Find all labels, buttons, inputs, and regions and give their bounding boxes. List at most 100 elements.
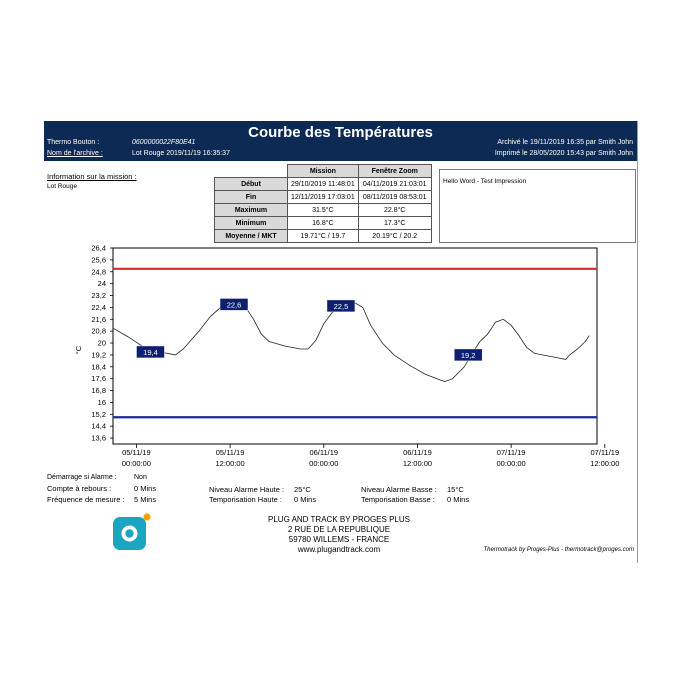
- table-row: Fin 12/11/2019 17:03:01 08/11/2019 08:53…: [214, 190, 432, 204]
- archive-label: Nom de l'archive :: [47, 150, 103, 157]
- company-name: PLUG AND TRACK BY PROGES PLUS: [268, 515, 410, 524]
- x-tick-date: 07/11/19: [590, 448, 619, 457]
- company-website[interactable]: www.plugandtrack.com: [297, 545, 381, 554]
- plot-frame: [112, 247, 598, 445]
- low-level-label: Niveau Alarme Basse :: [361, 485, 437, 494]
- y-tick-label: 22,4: [91, 303, 106, 312]
- zoom-cell: 08/11/2019 08:53:01: [357, 190, 432, 204]
- row-label: Maximum: [214, 203, 288, 217]
- countdown-value: 0 Mins: [134, 484, 157, 493]
- company-info: PLUG AND TRACK BY PROGES PLUS 2 RUE DE L…: [224, 515, 454, 555]
- data-label-box: [453, 348, 483, 362]
- zoom-cell: 22.8°C: [357, 203, 432, 217]
- row-label: Minimum: [214, 216, 288, 230]
- data-label: 19,2: [461, 351, 476, 360]
- page-title: Courbe des Températures: [248, 124, 433, 141]
- y-tick-label: 16: [98, 398, 106, 407]
- y-tick-label: 13,6: [91, 434, 106, 443]
- y-tick-label: 21,6: [91, 315, 106, 324]
- stats-header-row: Mission Fenêtre Zoom: [215, 164, 432, 178]
- countdown-label: Compte à rebours :: [47, 484, 112, 493]
- mission-info-label: Information sur la mission :: [47, 172, 137, 181]
- x-tick-time: 12:00:00: [215, 459, 244, 468]
- zoom-cell: 20.19°C / 20.2: [357, 229, 432, 243]
- note-text: Hello Word - Test Impression: [443, 178, 527, 185]
- report-page: Thermo Bouton : 0600000022F80E41 Nom de …: [44, 121, 638, 563]
- y-tick-label: 26,4: [91, 244, 106, 253]
- logo-core: [125, 529, 134, 538]
- data-label: 22,6: [227, 300, 242, 309]
- x-tick-time: 12:00:00: [403, 459, 432, 468]
- data-label: 22,5: [334, 302, 349, 311]
- x-tick-time: 12:00:00: [590, 459, 619, 468]
- high-delay-value: 0 Mins: [294, 495, 317, 504]
- temperature-chart: 26,4 25,6 24,8 24 23,2 22,4 21,6 20,8 20 19,2 18,4…: [74, 244, 619, 469]
- note-box: Hello Word - Test Impression: [439, 169, 636, 243]
- data-label: 19,4: [143, 348, 158, 357]
- mission-cell: 16.8°C: [287, 216, 359, 230]
- mission-cell: 19.71°C / 19.7: [287, 229, 359, 243]
- report-header: Thermo Bouton : 0600000022F80E41 Nom de …: [44, 121, 637, 161]
- archive-value: Lot Rouge 2019/11/19 16:35:37: [132, 150, 230, 157]
- y-tick-label: 20,8: [91, 327, 106, 336]
- stats-corner: [215, 165, 288, 178]
- x-tick-date: 05/11/19: [122, 448, 151, 457]
- logo-dot: [143, 513, 151, 521]
- zoom-cell: 17.3°C: [357, 216, 432, 230]
- y-tick-label: 24,8: [91, 267, 106, 276]
- mission-cell: 31.5°C: [287, 203, 359, 217]
- table-row: Maximum 31.5°C 22.8°C: [214, 203, 432, 217]
- y-tick-label: 18,4: [91, 362, 106, 371]
- data-label-box: [219, 298, 249, 311]
- y-tick-label: 23,2: [91, 291, 106, 300]
- archived-info: Archivé le 19/11/2019 16:35 par Smith Jo…: [497, 139, 633, 146]
- stats-table: Mission Fenêtre Zoom Début 29/10/2019 11…: [214, 164, 432, 243]
- x-tick-date: 07/11/19: [497, 448, 526, 457]
- freq-value: 5 Mins: [134, 495, 157, 504]
- y-axis-label: °C: [74, 345, 83, 354]
- table-row: Minimum 16.8°C 17.3°C: [214, 216, 432, 230]
- low-delay-value: 0 Mins: [447, 495, 470, 504]
- table-row: Moyenne / MKT 19.71°C / 19.7 20.19°C / 2…: [214, 229, 432, 243]
- start-alarm-value: Non: [134, 474, 147, 481]
- low-level-value: 15°C: [447, 485, 464, 494]
- freq-label: Fréquence de mesure :: [47, 495, 125, 504]
- high-level-label: Niveau Alarme Haute :: [209, 485, 285, 494]
- printed-info: Imprimé le 28/05/2020 15:43 par Smith Jo…: [494, 150, 633, 157]
- y-tick-label: 17,6: [91, 374, 106, 383]
- copyright: Thermotrack by Proges-Plus - thermotrack…: [483, 547, 634, 553]
- y-tick-label: 16,8: [91, 386, 106, 395]
- row-label: Début: [214, 177, 288, 191]
- high-delay-label: Temporisation Haute :: [209, 495, 282, 504]
- y-tick-label: 24: [98, 279, 106, 288]
- x-tick-date: 05/11/19: [216, 448, 245, 457]
- zoom-cell: 04/11/2019 21:03:01: [357, 177, 432, 191]
- y-tick-label: 20: [98, 339, 106, 348]
- x-tick-date: 06/11/19: [403, 448, 432, 457]
- y-tick-label: 15,2: [91, 410, 106, 419]
- x-tick-time: 00:00:00: [309, 459, 338, 468]
- plugandtrack-logo: [113, 513, 151, 550]
- company-street: 2 RUE DE LA REPUBLIQUE: [287, 525, 391, 534]
- thermo-value: 0600000022F80E41: [132, 139, 196, 146]
- start-alarm-label: Démarrage si Alarme :: [47, 474, 117, 481]
- x-tick-date: 06/11/19: [309, 448, 338, 457]
- company-city: 59780 WILLEMS - FRANCE: [288, 535, 390, 544]
- mission-cell: 12/11/2019 17:03:01: [287, 190, 359, 204]
- mission-info-value: Lot Rouge: [47, 183, 77, 190]
- data-label-box: [136, 345, 165, 359]
- mission-cell: 29/10/2019 11:48:01: [287, 177, 359, 191]
- y-tick-label: 25,6: [91, 255, 106, 264]
- high-level-value: 25°C: [294, 485, 311, 494]
- data-label-box: [326, 299, 356, 313]
- row-label: Moyenne / MKT: [214, 229, 288, 243]
- low-delay-label: Temporisation Basse :: [361, 495, 435, 504]
- thermo-label: Thermo Bouton :: [47, 139, 100, 146]
- y-tick-label: 19,2: [91, 350, 106, 359]
- x-tick-time: 00:00:00: [122, 459, 151, 468]
- col-header-mission: Mission: [287, 164, 359, 178]
- col-header-zoom: Fenêtre Zoom: [357, 164, 432, 178]
- row-label: Fin: [214, 190, 288, 204]
- y-tick-label: 14,4: [91, 422, 106, 431]
- x-tick-time: 00:00:00: [497, 459, 526, 468]
